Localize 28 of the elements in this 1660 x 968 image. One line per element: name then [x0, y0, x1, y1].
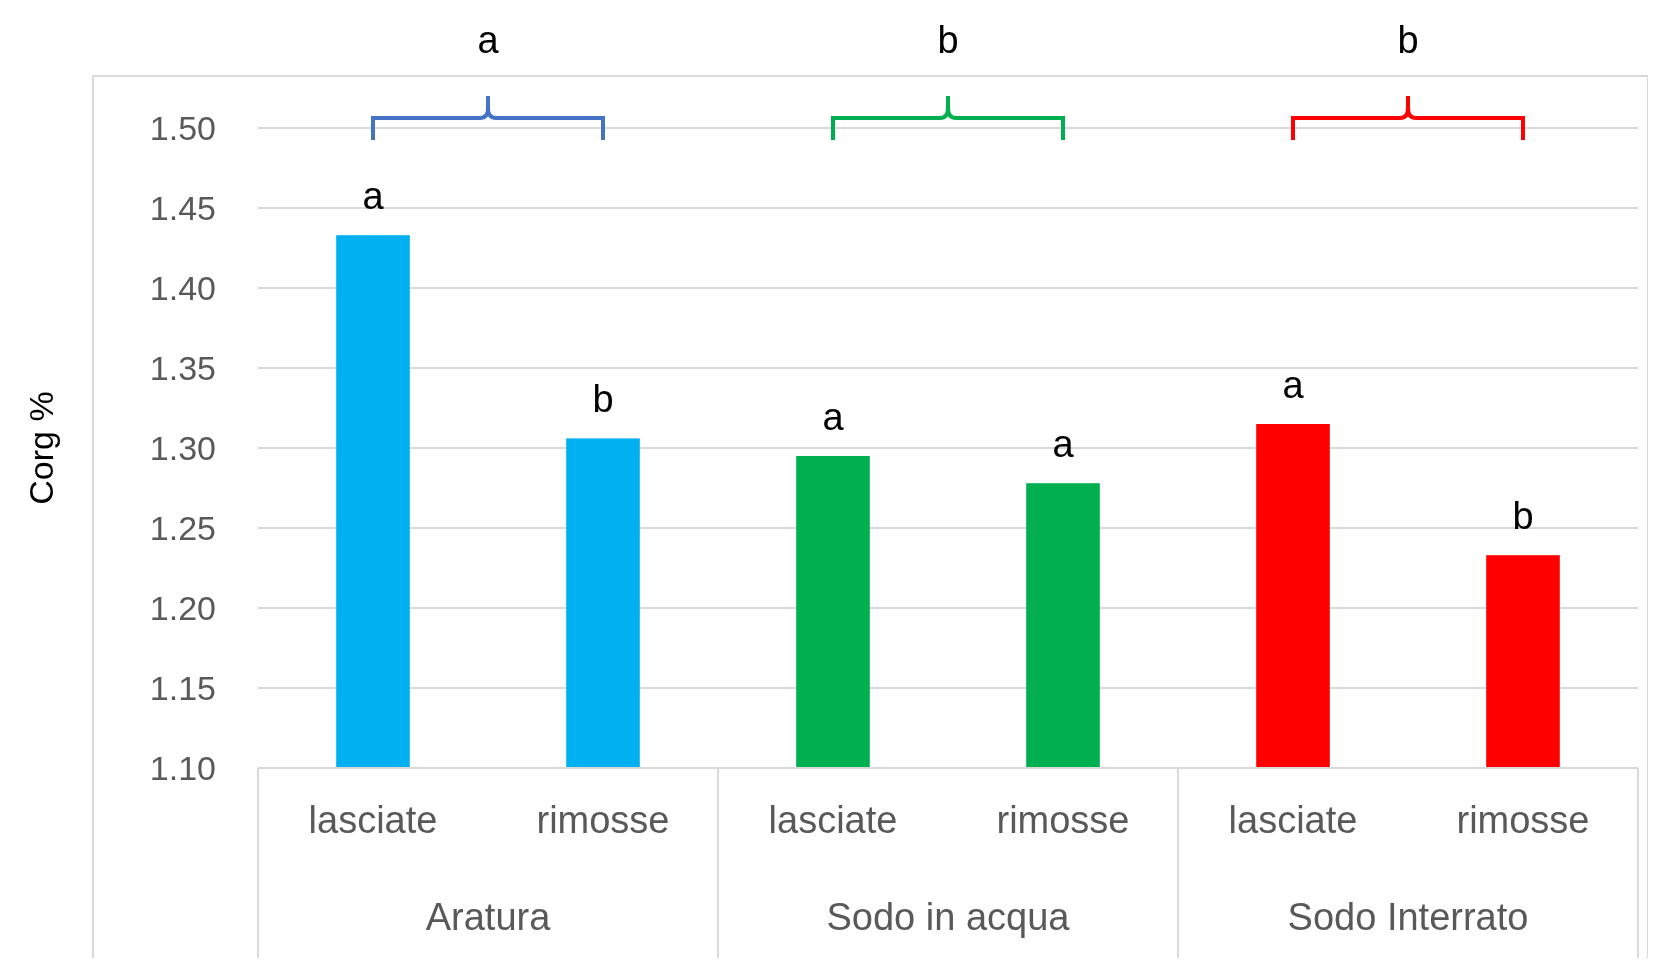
annotation: a — [1052, 423, 1075, 466]
y-axis-title: Corg % — [22, 391, 60, 505]
series-label: rimosse — [536, 799, 670, 841]
y-tick-label: 1.20 — [149, 588, 216, 627]
series-label: lasciate — [308, 799, 438, 841]
annotation: a — [1282, 364, 1305, 406]
x-tick-label: Sodo Interrato — [1287, 896, 1529, 938]
y-tick-label: 1.50 — [149, 108, 216, 147]
y-tick-label: 1.10 — [149, 748, 216, 787]
x-tick-label: Aratura — [425, 896, 552, 938]
x-tick-label: Sodo in acqua — [826, 896, 1071, 938]
text: lasciate — [1228, 799, 1358, 841]
y-tick-label: 1.25 — [149, 508, 216, 547]
y-tick-label: 1.45 — [149, 188, 216, 227]
y-tick-label: 1.30 — [149, 428, 216, 467]
annotation: b — [1512, 495, 1534, 538]
y-tick-label: 1.35 — [149, 348, 216, 387]
text: lasciate — [768, 799, 898, 841]
annotation: a — [822, 396, 845, 438]
y-tick-label: 1.15 — [149, 668, 216, 707]
text: b — [937, 19, 959, 61]
text: rimosse — [1456, 799, 1590, 841]
text: b — [1397, 19, 1419, 61]
text: rimosse — [996, 799, 1130, 841]
annotation: a — [362, 175, 385, 218]
y-tick-label: 1.40 — [149, 268, 216, 307]
annotation: b — [592, 378, 614, 421]
text: a — [477, 19, 500, 61]
